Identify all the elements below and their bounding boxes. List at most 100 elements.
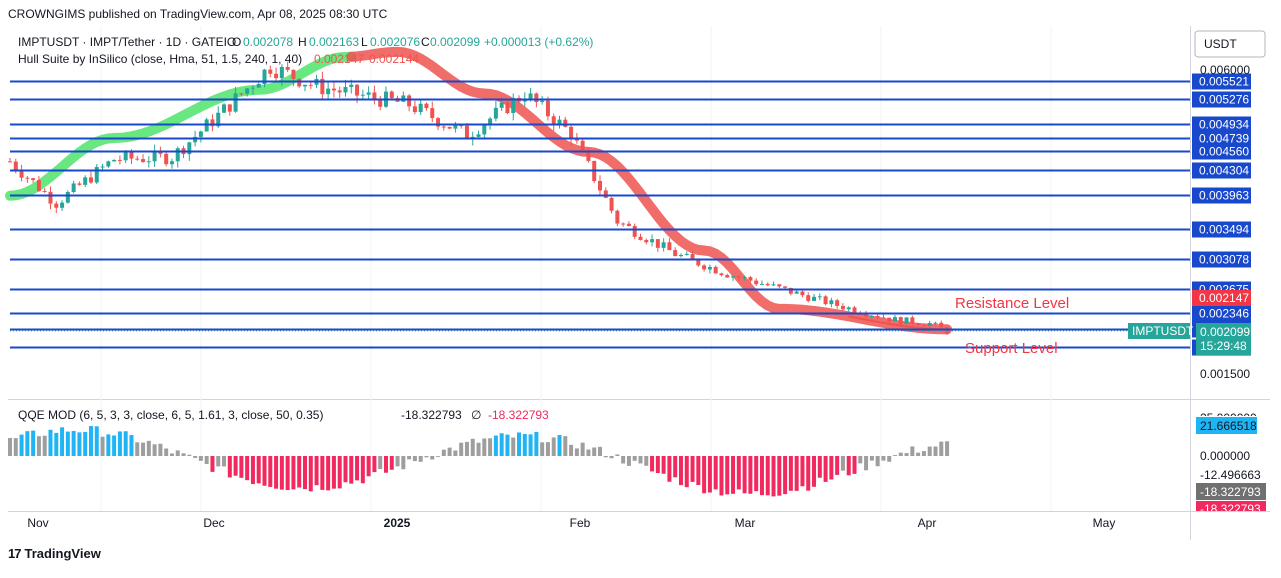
qqe-bar — [933, 446, 938, 456]
qqe-bar — [158, 443, 163, 456]
candle-bear — [765, 283, 770, 286]
qqe-bar — [418, 456, 423, 462]
qqe-bar — [482, 438, 487, 456]
candle-bear — [852, 307, 857, 313]
legend-c-label: C — [421, 35, 430, 49]
candle-bear — [887, 317, 892, 322]
qqe-bar — [742, 456, 747, 494]
legend-hull-title[interactable]: Hull Suite by InSilico (close, Hma, 51, … — [18, 52, 302, 66]
qqe-bar — [875, 456, 880, 467]
qqe-bar — [690, 456, 695, 482]
candle-bear — [702, 265, 707, 270]
candle-bear — [42, 190, 47, 192]
candle-bear — [881, 317, 886, 319]
qqe-legend-v1: -18.322793 — [401, 408, 462, 422]
candle-bull — [829, 300, 834, 305]
qqe-axis[interactable]: 25.000000 21.666518 0.000000 -12.496663 … — [1196, 411, 1266, 518]
level-badge — [1192, 162, 1251, 179]
candle-bull — [360, 94, 365, 96]
qqe-bar — [592, 447, 597, 456]
qqe-bar — [83, 431, 88, 456]
qqe-bar — [459, 442, 464, 456]
legend-symbol-line[interactable]: IMPTUSDT · IMPT/Tether · 1D · GATEIO — [18, 35, 236, 49]
price-axis[interactable]: USDT 0.006000 0.0055210.0052760.0049340.… — [1192, 30, 1266, 381]
horizontal-levels[interactable] — [10, 80, 1190, 349]
qqe-legend-title[interactable]: QQE MOD (6, 5, 3, 3, close, 6, 5, 1.61, … — [18, 408, 323, 422]
last-price-badge — [1196, 323, 1251, 355]
qqe-bar — [447, 447, 452, 456]
qqe-bar — [19, 434, 24, 456]
qqe-bar — [927, 446, 932, 456]
qqe-bar — [812, 456, 817, 487]
time-axis[interactable]: Nov Dec 2025 Feb Mar Apr May — [27, 516, 1115, 530]
candle-bull — [193, 136, 198, 143]
qqe-bar — [389, 456, 394, 470]
legend-o-label: O — [232, 35, 241, 49]
candle-bear — [141, 159, 146, 162]
candle-bull — [557, 119, 562, 125]
qqe-bar — [534, 431, 539, 456]
qqe-bar — [48, 429, 53, 456]
candle-bull — [684, 253, 689, 255]
qqe-bar — [586, 449, 591, 456]
qqe-bar — [146, 440, 151, 456]
countdown: 15:29:48 — [1200, 339, 1247, 353]
qqe-bar — [378, 456, 383, 470]
symbol-badge — [1128, 323, 1190, 339]
qqe-bar — [395, 456, 400, 467]
qqe-bar — [407, 456, 412, 460]
candle-bull — [106, 161, 111, 167]
qqe-bar — [754, 456, 759, 492]
qqe-bar — [65, 431, 70, 456]
legend-l-label: L — [361, 35, 368, 49]
qqe-bar — [464, 441, 469, 456]
candle-bear — [783, 286, 788, 288]
qqe-bar — [598, 446, 602, 456]
candle-bear — [239, 93, 244, 95]
currency-button[interactable] — [1194, 30, 1266, 58]
qqe-bar — [123, 431, 128, 456]
qqe-bar — [8, 438, 12, 456]
candle-bear — [412, 106, 417, 113]
candle-bull — [759, 283, 764, 285]
hull-badge — [1192, 290, 1251, 306]
candle-bear — [291, 69, 296, 79]
candle-bear — [621, 223, 626, 225]
candle-bull — [771, 284, 776, 286]
qqe-bar — [615, 454, 620, 456]
qqe-bar — [245, 456, 250, 481]
candle-bear — [424, 103, 429, 109]
candle-bear — [331, 88, 336, 91]
candle-bull — [169, 161, 174, 165]
qqe-bar — [893, 455, 897, 456]
candle-bear — [713, 266, 718, 274]
tradingview-logo-icon: 17 — [8, 546, 22, 561]
candle-bear — [210, 119, 215, 127]
candle-bear — [285, 66, 290, 70]
qqe-bar — [829, 456, 834, 480]
level-badge-value: 0.004934 — [1199, 118, 1249, 132]
qqe-badge-blue — [1196, 417, 1257, 434]
qqe-bar — [939, 441, 944, 456]
qqe-bar — [106, 434, 111, 456]
qqe-badge-red-value: -18.322793 — [1200, 502, 1261, 516]
qqe-legend-v2: -18.322793 — [488, 408, 549, 422]
qqe-bar — [881, 456, 886, 461]
qqe-bar — [222, 456, 227, 467]
candle-bull — [198, 131, 203, 137]
candle-bear — [430, 108, 435, 119]
qqe-bar — [945, 441, 950, 456]
currency-label: USDT — [1204, 37, 1237, 51]
candle-bull — [661, 242, 666, 248]
qqe-bar — [806, 456, 811, 491]
candle-bear — [19, 170, 24, 178]
qqe-bar — [42, 435, 47, 456]
candle-bear — [569, 126, 574, 140]
tradingview-logo[interactable]: 17 TradingView — [8, 546, 101, 561]
legend-c-value: 0.002099 — [430, 35, 480, 49]
qqe-bar — [835, 456, 840, 475]
qqe-bar — [314, 456, 319, 486]
candle-bear — [667, 242, 672, 251]
